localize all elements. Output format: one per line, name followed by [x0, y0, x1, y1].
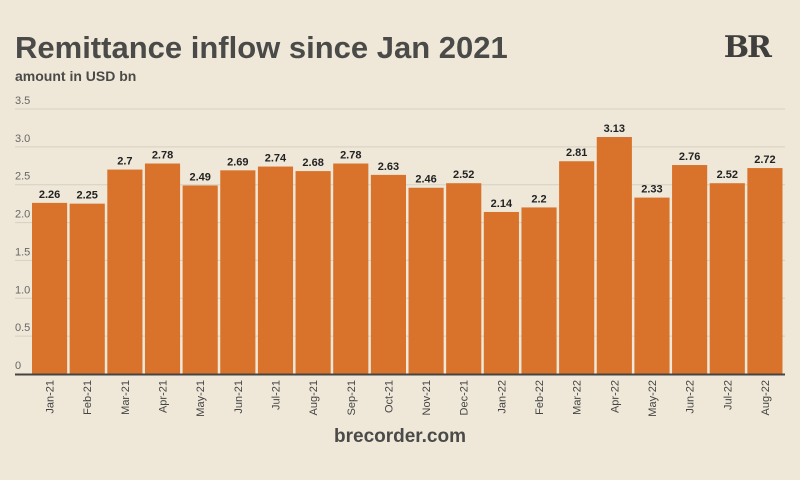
x-tick-label: Jun-22	[685, 380, 697, 414]
bar	[672, 165, 708, 374]
bar	[182, 185, 218, 374]
data-label: 2.26	[39, 189, 60, 201]
bar	[333, 163, 369, 374]
bar	[521, 207, 557, 374]
bar	[634, 197, 670, 374]
bar	[747, 168, 783, 374]
bar	[446, 183, 482, 374]
x-tick-label: Feb-21	[82, 380, 94, 415]
y-tick-label: 0	[15, 360, 21, 372]
data-label: 2.2	[531, 193, 546, 205]
y-tick-label: 2.0	[15, 209, 30, 221]
x-tick-label: Jul-21	[270, 380, 282, 410]
bar	[709, 183, 745, 374]
x-tick-label: Feb-22	[534, 380, 546, 415]
bar	[144, 163, 181, 374]
y-tick-label: 1.5	[15, 246, 30, 258]
x-tick-label: Sep-21	[346, 380, 358, 415]
bar	[408, 187, 444, 374]
x-tick-label: Jan-21	[45, 380, 57, 414]
y-tick-label: 3.0	[15, 133, 30, 145]
x-tick-label: Jun-21	[233, 380, 245, 414]
data-label: 2.25	[77, 190, 98, 202]
x-tick-label: Apr-21	[158, 380, 170, 413]
data-label: 2.81	[566, 147, 587, 159]
data-label: 2.78	[340, 150, 361, 162]
bar	[295, 171, 331, 374]
data-label: 2.78	[152, 150, 173, 162]
chart-subtitle: amount in USD bn	[15, 68, 137, 84]
data-label: 3.13	[604, 123, 625, 135]
x-tick-label: Mar-22	[572, 380, 584, 415]
y-tick-label: 0.5	[15, 322, 30, 334]
x-tick-label: Jul-22	[722, 380, 734, 410]
y-tick-label: 3.5	[15, 95, 30, 107]
bar	[107, 169, 143, 374]
data-label: 2.7	[117, 156, 132, 168]
data-label: 2.72	[754, 154, 775, 166]
data-label: 2.52	[453, 169, 474, 181]
bar	[559, 161, 595, 374]
data-label: 2.69	[227, 156, 248, 168]
data-label: 2.68	[302, 157, 323, 169]
bar	[370, 174, 406, 374]
chart-title: Remittance inflow since Jan 2021	[15, 30, 508, 65]
bar	[596, 137, 632, 374]
data-label: 2.49	[189, 171, 210, 183]
data-label: 2.33	[641, 184, 662, 196]
x-tick-label: Aug-21	[308, 380, 320, 415]
x-tick-label: May-21	[195, 380, 207, 417]
bar	[69, 203, 105, 374]
data-label: 2.76	[679, 151, 700, 163]
br-logo: BR	[723, 30, 772, 65]
bar	[257, 166, 294, 374]
x-tick-label: Aug-22	[760, 380, 772, 415]
x-tick-label: Oct-21	[383, 380, 395, 413]
y-tick-label: 2.5	[15, 171, 30, 183]
x-tick-label: Mar-21	[120, 380, 132, 415]
data-label: 2.14	[491, 198, 513, 210]
x-tick-label: Jan-22	[496, 380, 508, 414]
data-label: 2.52	[717, 169, 738, 181]
data-label: 2.74	[265, 153, 287, 165]
x-tick-label: Nov-21	[421, 380, 433, 415]
source-label: brecorder.com	[334, 426, 466, 447]
data-label: 2.46	[415, 174, 436, 186]
bar	[220, 170, 256, 374]
x-tick-label: Dec-21	[459, 380, 471, 415]
y-tick-label: 1.0	[15, 284, 30, 296]
bar	[32, 202, 68, 374]
x-tick-label: May-22	[647, 380, 659, 417]
x-tick-label: Apr-22	[609, 380, 621, 413]
data-label: 2.63	[378, 161, 399, 173]
bar	[483, 211, 519, 374]
